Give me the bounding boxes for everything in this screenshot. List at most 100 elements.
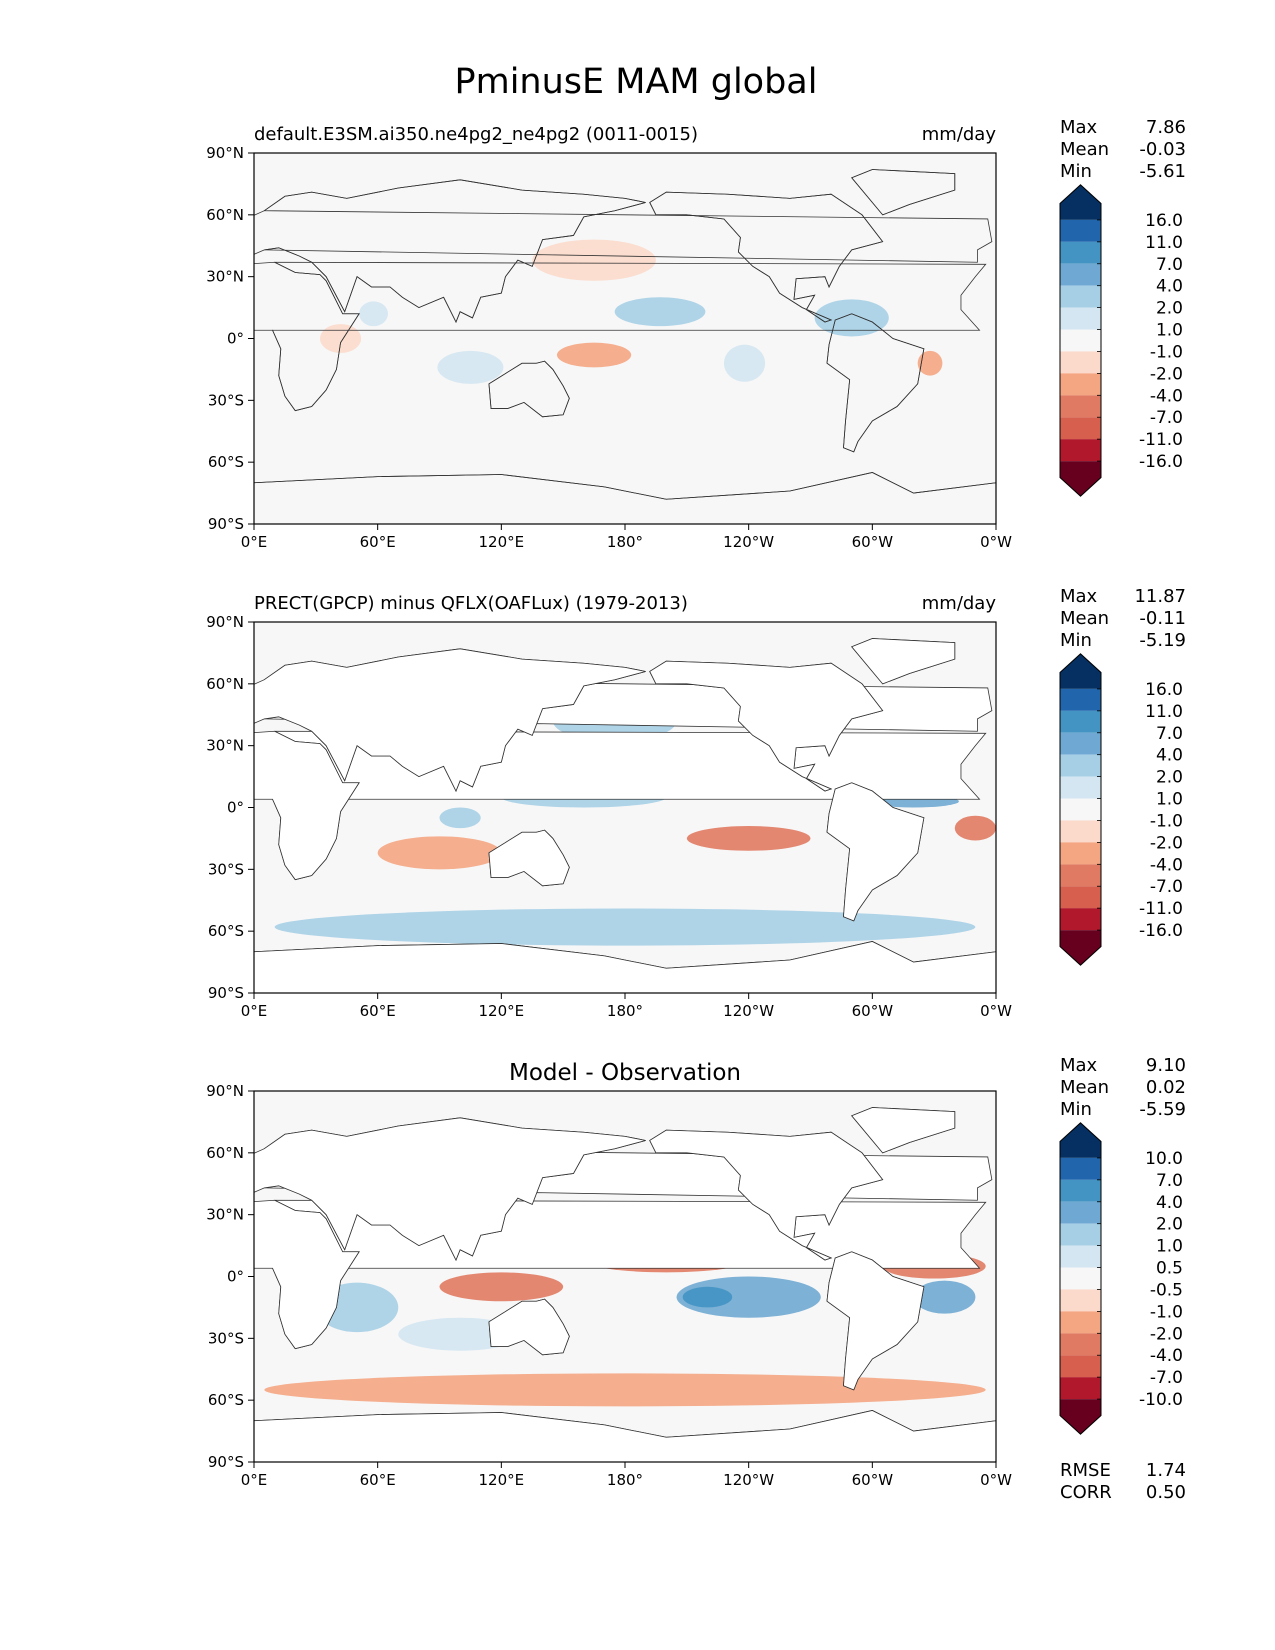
colorbar-label: 16.0 (1145, 211, 1183, 231)
colorbar-label: -2.0 (1150, 833, 1183, 853)
coastline-antarctica-wrap (254, 941, 996, 993)
y-tick-label: 60°S (208, 1391, 244, 1409)
coastline-namerica-wrap (649, 660, 884, 792)
stat-label: Max (1060, 117, 1098, 138)
y-tick-label: 30°N (206, 737, 244, 755)
coastline-greenland-wrap (851, 169, 956, 216)
colorbar-label: 1.0 (1156, 321, 1183, 341)
coastlines (254, 1107, 996, 1462)
y-tick-label: 90°S (208, 1453, 244, 1471)
coastline-antarctica-wrap (254, 1410, 996, 1462)
x-tick-label: 0°W (980, 533, 1012, 551)
metric-value: 1.74 (1146, 1460, 1186, 1481)
colorbar-segment (1060, 710, 1101, 733)
colorbar-segment (1060, 688, 1101, 711)
coastline-eurasia-wrap (254, 1117, 646, 1261)
colorbar-segment (1060, 1333, 1101, 1356)
stat-value: 0.02 (1146, 1077, 1186, 1098)
y-tick-label: 90°S (208, 984, 244, 1002)
y-tick-label: 0° (227, 330, 244, 348)
x-tick-label: 0°W (980, 1002, 1012, 1020)
colorbar-segment (1060, 1289, 1101, 1312)
colorbar-label: -16.0 (1139, 921, 1183, 941)
coastline-samerica-wrap (826, 313, 925, 453)
stat-label: Mean (1060, 139, 1109, 160)
y-tick-label: 60°S (208, 453, 244, 471)
colorbar-label: 10.0 (1145, 1149, 1183, 1169)
colorbar-segment (1060, 373, 1101, 396)
y-tick-label: 30°S (208, 391, 244, 409)
colorbar-label: 1.0 (1156, 790, 1183, 810)
colorbar-segment (1060, 439, 1101, 462)
field-contour (954, 815, 996, 841)
colorbar-label: 16.0 (1145, 680, 1183, 700)
panel-title: Model - Observation (509, 1060, 741, 1086)
colorbar-extend-bottom (1060, 930, 1101, 966)
field-contour (682, 1286, 733, 1308)
coastline-namerica-wrap (649, 191, 884, 323)
colorbar-label: -7.0 (1150, 408, 1183, 428)
colorbar-label: 4.0 (1156, 277, 1183, 297)
stat-label: Min (1060, 1099, 1092, 1120)
colorbar-label: -4.0 (1150, 386, 1183, 406)
colorbar-extend-top (1060, 184, 1101, 220)
field-contour (274, 908, 976, 946)
x-tick-label: 60°E (360, 1471, 396, 1489)
x-tick-label: 60°W (852, 1471, 894, 1489)
stat-value: 7.86 (1146, 117, 1186, 138)
field-contour (686, 826, 811, 851)
colorbar-segment (1060, 219, 1101, 242)
colorbar-extend-bottom (1060, 1399, 1101, 1435)
map-background (254, 153, 996, 524)
x-tick-label: 60°W (852, 533, 894, 551)
field-contour (913, 1280, 976, 1314)
x-tick-label: 120°E (479, 533, 525, 551)
colorbar-segment (1060, 798, 1101, 821)
figure-title: PminusE MAM global (455, 62, 818, 102)
y-tick-label: 90°N (206, 1082, 244, 1100)
colorbar-segment (1060, 842, 1101, 865)
colorbar-label: -7.0 (1150, 1368, 1183, 1388)
stat-label: Min (1060, 161, 1092, 182)
stat-label: Min (1060, 630, 1092, 651)
field-contour (614, 297, 706, 327)
coastline-samerica-wrap (826, 1251, 925, 1391)
x-tick-label: 0°E (241, 533, 268, 551)
coastline-eurasia-wrap (254, 179, 646, 323)
y-tick-label: 90°N (206, 144, 244, 162)
colorbar-label: 2.0 (1156, 299, 1183, 319)
coastlines (254, 169, 996, 524)
colorbar-segment (1060, 1157, 1101, 1180)
x-tick-label: 120°W (723, 1002, 774, 1020)
x-tick-label: 0°E (241, 1471, 268, 1489)
coastline-africa-wrap (254, 1199, 360, 1350)
x-tick-label: 120°E (479, 1471, 525, 1489)
colorbar-segment (1060, 395, 1101, 418)
stat-label: Mean (1060, 1077, 1109, 1098)
x-tick-label: 180° (607, 1002, 643, 1020)
stat-label: Max (1060, 1055, 1098, 1076)
x-tick-label: 120°E (479, 1002, 525, 1020)
colorbar-segment (1060, 1179, 1101, 1202)
colorbar-label: -4.0 (1150, 855, 1183, 875)
y-tick-label: 0° (227, 1268, 244, 1286)
map-field (319, 239, 943, 384)
field-contour (437, 350, 504, 384)
colorbar-segment (1060, 886, 1101, 909)
y-tick-label: 60°N (206, 675, 244, 693)
colorbar-label: -11.0 (1139, 899, 1183, 919)
stat-value: -5.59 (1139, 1099, 1186, 1120)
colorbar-label: -2.0 (1150, 1324, 1183, 1344)
panel-units: mm/day (922, 124, 997, 145)
colorbar-segment (1060, 417, 1101, 440)
x-tick-label: 120°W (723, 1471, 774, 1489)
field-contour (532, 239, 656, 281)
colorbar-segment (1060, 732, 1101, 755)
panel-title: default.E3SM.ai350.ne4pg2_ne4pg2 (0011-0… (254, 124, 698, 145)
colorbar-label: 4.0 (1156, 746, 1183, 766)
colorbar-label: 2.0 (1156, 1215, 1183, 1235)
field-contour (723, 344, 766, 382)
x-tick-label: 0°W (980, 1471, 1012, 1489)
x-tick-label: 0°E (241, 1002, 268, 1020)
